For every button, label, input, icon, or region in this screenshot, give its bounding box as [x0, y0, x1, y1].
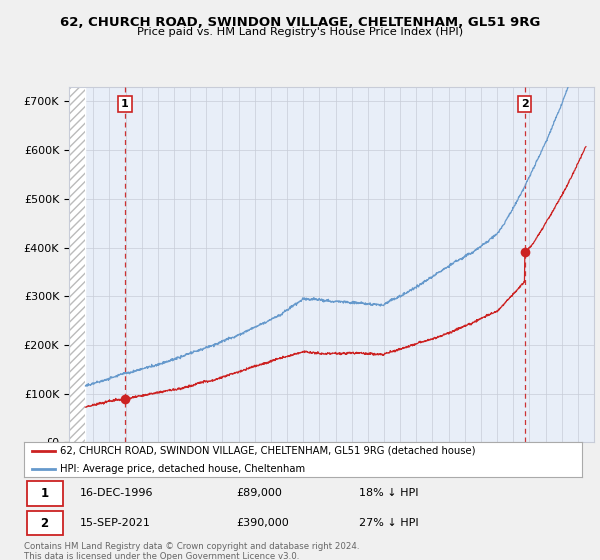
FancyBboxPatch shape [27, 511, 63, 535]
Text: 15-SEP-2021: 15-SEP-2021 [80, 518, 151, 528]
Text: 2: 2 [41, 516, 49, 530]
Text: 62, CHURCH ROAD, SWINDON VILLAGE, CHELTENHAM, GL51 9RG: 62, CHURCH ROAD, SWINDON VILLAGE, CHELTE… [60, 16, 540, 29]
FancyBboxPatch shape [27, 481, 63, 506]
Text: Contains HM Land Registry data © Crown copyright and database right 2024.
This d: Contains HM Land Registry data © Crown c… [24, 542, 359, 560]
Text: 2: 2 [521, 99, 529, 109]
Text: £390,000: £390,000 [236, 518, 289, 528]
Text: 18% ↓ HPI: 18% ↓ HPI [359, 488, 418, 498]
Text: 16-DEC-1996: 16-DEC-1996 [80, 488, 154, 498]
Text: £89,000: £89,000 [236, 488, 282, 498]
Bar [69, 87, 85, 442]
Text: HPI: Average price, detached house, Cheltenham: HPI: Average price, detached house, Chel… [60, 464, 305, 474]
Text: Price paid vs. HM Land Registry's House Price Index (HPI): Price paid vs. HM Land Registry's House … [137, 27, 463, 37]
Text: 1: 1 [41, 487, 49, 500]
Text: 62, CHURCH ROAD, SWINDON VILLAGE, CHELTENHAM, GL51 9RG (detached house): 62, CHURCH ROAD, SWINDON VILLAGE, CHELTE… [60, 446, 476, 456]
Bar [69, 87, 85, 442]
Text: 27% ↓ HPI: 27% ↓ HPI [359, 518, 418, 528]
Text: 1: 1 [121, 99, 129, 109]
